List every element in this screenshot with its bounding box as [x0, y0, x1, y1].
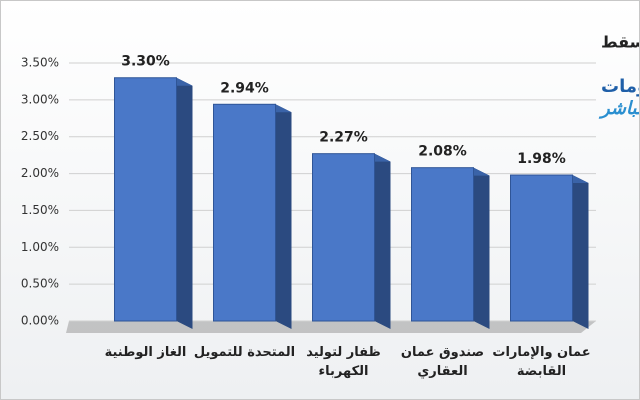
bar-side	[572, 175, 589, 329]
y-tick-label: 0.00%	[21, 314, 59, 328]
y-tick-label: 1.00%	[21, 240, 59, 254]
value-label: 2.27%	[319, 130, 368, 146]
bar-side	[176, 77, 193, 329]
x-tick-label: المتحدة للتمويل	[193, 345, 296, 360]
value-label: 2.94%	[220, 80, 269, 96]
bar	[510, 174, 573, 322]
chart-title: أكثر 5 أسهم رابحة ببورصة مسقط	[601, 32, 640, 52]
value-label: 1.98%	[517, 151, 566, 167]
value-label: 2.08%	[418, 144, 467, 160]
bar-side	[275, 104, 292, 329]
x-tick-label: الغاز الوطنية	[104, 345, 187, 360]
x-tick-label: ظفار لتوليد الكهرباء	[306, 345, 381, 379]
y-tick-label: 2.50%	[21, 129, 59, 143]
bar	[312, 153, 375, 322]
x-tick-label: صندوق عمان العقاري	[400, 345, 485, 379]
y-tick-label: 0.50%	[21, 277, 59, 291]
y-tick-label: 2.00%	[21, 166, 59, 180]
y-tick-label: 1.50%	[21, 203, 59, 217]
bar	[411, 167, 474, 322]
x-tick-label: عمان والإمارات القابضة	[492, 345, 591, 379]
bar	[213, 103, 276, 322]
floor	[66, 321, 596, 333]
bar	[114, 77, 177, 322]
logo-text: معلومات	[601, 76, 640, 97]
bar-side	[374, 153, 391, 329]
value-label: 3.30%	[121, 54, 170, 70]
y-tick-label: 3.00%	[21, 92, 59, 106]
bar-side	[473, 167, 490, 329]
y-tick-label: 3.50%	[21, 56, 59, 70]
logo-text: مباشر	[598, 98, 640, 119]
